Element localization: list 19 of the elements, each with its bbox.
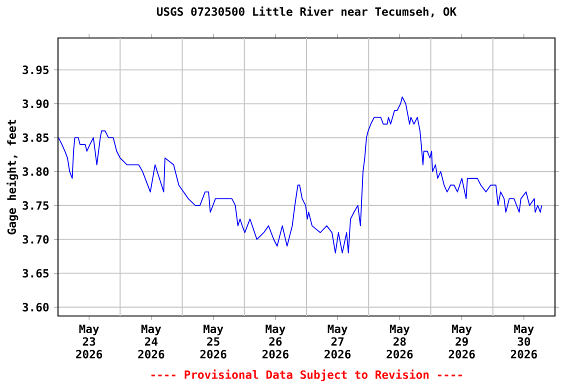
x-tick-label: May 30 2026 bbox=[510, 324, 537, 358]
y-tick-label: 3.90 bbox=[22, 99, 49, 108]
y-axis-title: Gage height, feet bbox=[6, 120, 18, 234]
y-tick-label: 3.80 bbox=[22, 167, 49, 176]
text: ---- Provisional Data Subject to Revision ---- bbox=[151, 370, 462, 382]
x-tick-label: May 26 2026 bbox=[262, 324, 288, 358]
y-tick-label: 3.60 bbox=[22, 302, 49, 312]
chart-title: USGS 07230500 Little River near Tecumseh, OK bbox=[156, 6, 457, 18]
x-tick-label: May 24 2026 bbox=[138, 324, 164, 358]
x-tick-label: May 28 2026 bbox=[386, 324, 413, 358]
x-tick-label: May 29 2026 bbox=[448, 324, 475, 358]
y-tick-label: 3.70 bbox=[22, 235, 49, 244]
y-tick-label: 3.95 bbox=[22, 66, 49, 74]
x-tick-label: May 23 2026 bbox=[76, 324, 102, 358]
y-tick-label: 3.75 bbox=[22, 201, 49, 210]
x-tick-label: May 27 2026 bbox=[324, 324, 351, 358]
y-tick-label: 3.65 bbox=[22, 268, 49, 278]
y-tick-label: 3.85 bbox=[22, 133, 49, 142]
x-tick-label: May 25 2026 bbox=[200, 324, 226, 358]
